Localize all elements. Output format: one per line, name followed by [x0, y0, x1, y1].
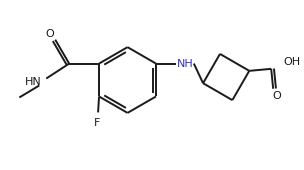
Text: F: F [94, 118, 100, 128]
Text: NH: NH [177, 59, 193, 69]
Text: O: O [273, 91, 282, 101]
Text: HN: HN [25, 76, 41, 87]
Text: OH: OH [283, 57, 300, 67]
Text: O: O [46, 29, 55, 39]
